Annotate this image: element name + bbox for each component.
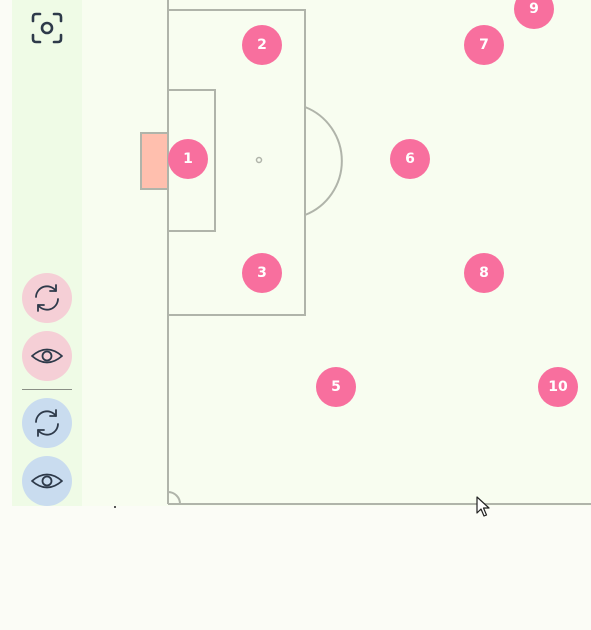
eye-icon: [31, 348, 63, 364]
player-token[interactable]: 5: [316, 367, 356, 407]
stray-dot: [114, 506, 116, 508]
away-visibility-button[interactable]: [22, 456, 72, 506]
penalty-spot: [255, 156, 263, 164]
penalty-box: [168, 9, 306, 316]
goal-area: [168, 89, 216, 232]
player-token[interactable]: 2: [242, 25, 282, 65]
mouse-cursor-icon: [476, 496, 490, 517]
player-token[interactable]: 3: [242, 253, 282, 293]
goal: [140, 132, 169, 190]
toolbar-divider: [22, 389, 72, 390]
player-token[interactable]: 6: [390, 139, 430, 179]
player-token[interactable]: 7: [464, 25, 504, 65]
pitch[interactable]: [82, 0, 591, 506]
player-token[interactable]: 1: [168, 139, 208, 179]
home-refresh-button[interactable]: [22, 273, 72, 323]
penalty-arc: [304, 106, 343, 216]
refresh-icon: [35, 409, 59, 437]
player-token[interactable]: 8: [464, 253, 504, 293]
refresh-icon: [35, 284, 59, 312]
screenshot-button[interactable]: [22, 7, 72, 49]
pitch-lines: [140, 0, 591, 505]
corner-arc: [167, 491, 181, 505]
eye-icon: [31, 473, 63, 489]
away-refresh-button[interactable]: [22, 398, 72, 448]
home-visibility-button[interactable]: [22, 331, 72, 381]
camera-frame-icon: [31, 12, 63, 44]
player-token[interactable]: 10: [538, 367, 578, 407]
